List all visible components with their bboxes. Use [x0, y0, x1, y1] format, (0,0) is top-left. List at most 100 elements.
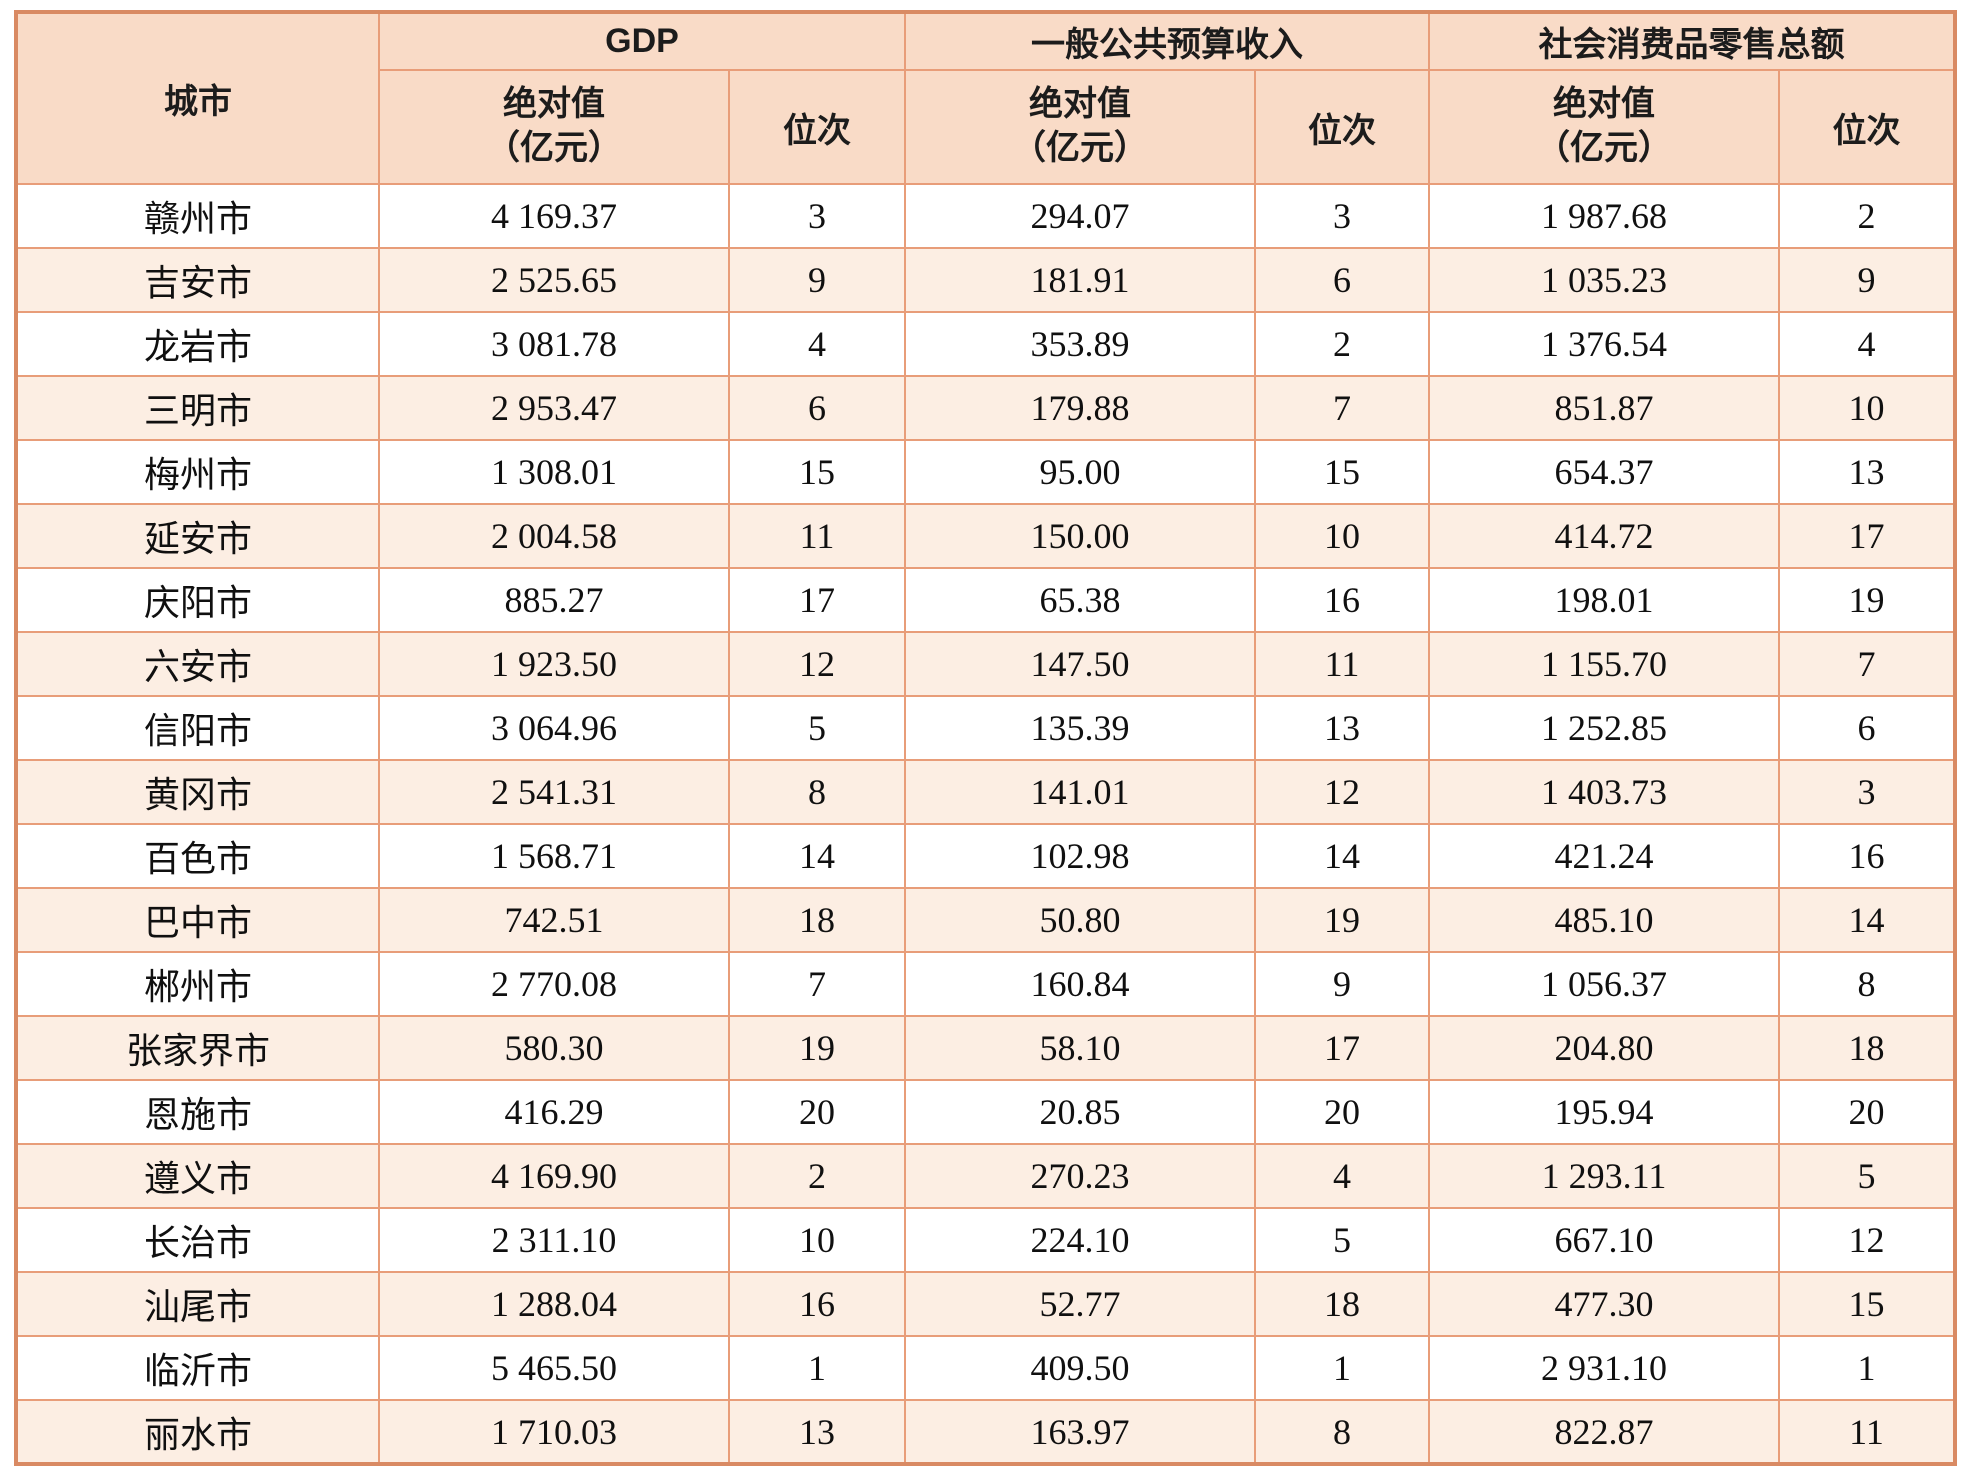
value-cell: 5 465.50	[378, 1335, 730, 1401]
table-row: 梅州市 1 308.01 15 95.00 15 654.37 13	[15, 439, 1956, 505]
value-cell: 885.27	[378, 567, 730, 633]
city-name-cell: 赣州市	[15, 183, 380, 249]
city-name-cell: 信阳市	[15, 695, 380, 761]
table-row: 百色市 1 568.71 14 102.98 14 421.24 16	[15, 823, 1956, 889]
col-group-gdp: GDP	[378, 11, 906, 71]
value-cell: 3 081.78	[378, 311, 730, 377]
rank-cell: 14	[1778, 887, 1956, 953]
table-row: 张家界市 580.30 19 58.10 17 204.80 18	[15, 1015, 1956, 1081]
table-row: 赣州市 4 169.37 3 294.07 3 1 987.68 2	[15, 183, 1956, 249]
city-statistics-table: 城市 GDP 一般公共预算收入 社会消费品零售总额 绝对值 （亿元） 位次 绝对…	[14, 10, 1957, 1466]
value-cell: 1 155.70	[1428, 631, 1780, 697]
table-row: 吉安市 2 525.65 9 181.91 6 1 035.23 9	[15, 247, 1956, 313]
rank-cell: 2	[728, 1143, 906, 1209]
rank-cell: 5	[1254, 1207, 1430, 1273]
table-row: 黄冈市 2 541.31 8 141.01 12 1 403.73 3	[15, 759, 1956, 825]
value-cell: 485.10	[1428, 887, 1780, 953]
rank-cell: 11	[728, 503, 906, 569]
value-cell: 1 252.85	[1428, 695, 1780, 761]
value-cell: 654.37	[1428, 439, 1780, 505]
city-name-cell: 梅州市	[15, 439, 380, 505]
value-cell: 409.50	[904, 1335, 1256, 1401]
rank-cell: 16	[728, 1271, 906, 1337]
table-row: 郴州市 2 770.08 7 160.84 9 1 056.37 8	[15, 951, 1956, 1017]
value-cell: 1 056.37	[1428, 951, 1780, 1017]
rank-cell: 3	[1254, 183, 1430, 249]
rank-cell: 17	[1254, 1015, 1430, 1081]
col-header-budget-rank: 位次	[1254, 69, 1430, 185]
value-cell: 163.97	[904, 1399, 1256, 1465]
value-cell: 20.85	[904, 1079, 1256, 1145]
city-name-cell: 郴州市	[15, 951, 380, 1017]
value-cell: 742.51	[378, 887, 730, 953]
rank-cell: 4	[1778, 311, 1956, 377]
value-cell: 1 308.01	[378, 439, 730, 505]
rank-cell: 6	[1254, 247, 1430, 313]
rank-cell: 17	[728, 567, 906, 633]
value-cell: 3 064.96	[378, 695, 730, 761]
city-name-cell: 遵义市	[15, 1143, 380, 1209]
city-name-cell: 延安市	[15, 503, 380, 569]
value-cell: 1 987.68	[1428, 183, 1780, 249]
rank-cell: 19	[1778, 567, 1956, 633]
value-cell: 270.23	[904, 1143, 1256, 1209]
city-name-cell: 张家界市	[15, 1015, 380, 1081]
city-name-cell: 恩施市	[15, 1079, 380, 1145]
rank-cell: 15	[728, 439, 906, 505]
value-cell: 4 169.37	[378, 183, 730, 249]
value-cell: 195.94	[1428, 1079, 1780, 1145]
value-cell: 822.87	[1428, 1399, 1780, 1465]
rank-cell: 2	[1254, 311, 1430, 377]
city-name-cell: 巴中市	[15, 887, 380, 953]
value-cell: 2 953.47	[378, 375, 730, 441]
city-name-cell: 临沂市	[15, 1335, 380, 1401]
value-cell: 416.29	[378, 1079, 730, 1145]
table-row: 信阳市 3 064.96 5 135.39 13 1 252.85 6	[15, 695, 1956, 761]
rank-cell: 13	[1778, 439, 1956, 505]
value-cell: 2 770.08	[378, 951, 730, 1017]
value-cell: 2 004.58	[378, 503, 730, 569]
rank-cell: 12	[728, 631, 906, 697]
rank-cell: 4	[1254, 1143, 1430, 1209]
col-group-budget-revenue: 一般公共预算收入	[904, 11, 1430, 71]
value-cell: 1 568.71	[378, 823, 730, 889]
rank-cell: 1	[1778, 1335, 1956, 1401]
value-cell: 147.50	[904, 631, 1256, 697]
rank-cell: 18	[1254, 1271, 1430, 1337]
rank-cell: 19	[728, 1015, 906, 1081]
rank-cell: 9	[728, 247, 906, 313]
rank-cell: 19	[1254, 887, 1430, 953]
value-cell: 294.07	[904, 183, 1256, 249]
value-cell: 150.00	[904, 503, 1256, 569]
col-group-retail-sales: 社会消费品零售总额	[1428, 11, 1956, 71]
rank-cell: 1	[1254, 1335, 1430, 1401]
table-row: 庆阳市 885.27 17 65.38 16 198.01 19	[15, 567, 1956, 633]
rank-cell: 5	[728, 695, 906, 761]
col-header-gdp-value: 绝对值 （亿元）	[378, 69, 730, 185]
rank-cell: 17	[1778, 503, 1956, 569]
rank-cell: 7	[728, 951, 906, 1017]
value-cell: 95.00	[904, 439, 1256, 505]
table-row: 延安市 2 004.58 11 150.00 10 414.72 17	[15, 503, 1956, 569]
table-body: 赣州市 4 169.37 3 294.07 3 1 987.68 2 吉安市 2 525.65 9…	[15, 183, 1956, 1465]
table-row: 长治市 2 311.10 10 224.10 5 667.10 12	[15, 1207, 1956, 1273]
rank-cell: 13	[728, 1399, 906, 1465]
rank-cell: 8	[728, 759, 906, 825]
value-cell: 2 311.10	[378, 1207, 730, 1273]
value-cell: 65.38	[904, 567, 1256, 633]
rank-cell: 10	[728, 1207, 906, 1273]
value-cell: 198.01	[1428, 567, 1780, 633]
city-name-cell: 庆阳市	[15, 567, 380, 633]
rank-cell: 20	[1254, 1079, 1430, 1145]
rank-cell: 9	[1254, 951, 1430, 1017]
rank-cell: 20	[1778, 1079, 1956, 1145]
rank-cell: 7	[1254, 375, 1430, 441]
table-row: 汕尾市 1 288.04 16 52.77 18 477.30 15	[15, 1271, 1956, 1337]
value-cell: 477.30	[1428, 1271, 1780, 1337]
rank-cell: 10	[1778, 375, 1956, 441]
rank-cell: 9	[1778, 247, 1956, 313]
col-header-retail-rank: 位次	[1778, 69, 1956, 185]
table-row: 巴中市 742.51 18 50.80 19 485.10 14	[15, 887, 1956, 953]
rank-cell: 15	[1254, 439, 1430, 505]
value-cell: 353.89	[904, 311, 1256, 377]
